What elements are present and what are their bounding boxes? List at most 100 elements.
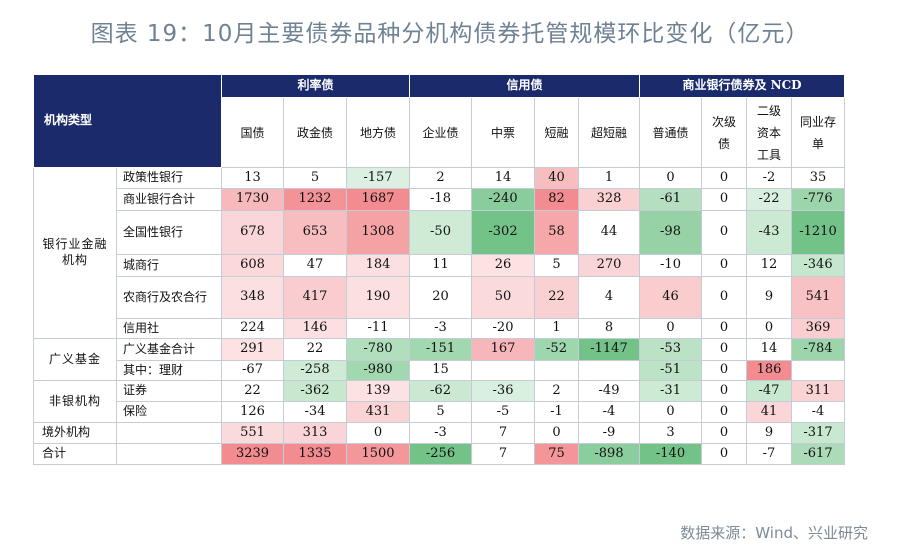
table-cell: -302	[471, 210, 535, 255]
table-cell: 50	[471, 276, 535, 319]
table-row: 商业银行合计 1730 1232 1687 -18 -240 82 328 -61 0 -22 -77…	[34, 188, 845, 211]
table-cell: 47	[283, 254, 347, 277]
table-row: 合计 3239 1335 1500 -256 7 75 -898 -140 0 -7 -617	[33, 443, 845, 465]
table-cell: -3	[409, 318, 472, 339]
table-cell: 328	[578, 188, 640, 211]
table-cell: -980	[346, 360, 410, 381]
table-cell: -317	[791, 422, 845, 444]
table-cell: -53	[639, 338, 702, 361]
table-cell: 1687	[346, 188, 410, 211]
table-cell: 184	[346, 254, 410, 277]
table-cell: 40	[534, 167, 579, 189]
row-label: 农商行及农合行	[116, 276, 222, 319]
table-cell: 0	[639, 318, 702, 339]
table-cell: -34	[283, 401, 347, 423]
table-row: 城商行 608 47 184 11 26 5 270 -10 0 12 -346	[34, 254, 845, 277]
table-cell: -784	[791, 338, 845, 361]
table-cell: 5	[534, 254, 579, 277]
table-cell: 58	[534, 210, 579, 255]
table-cell: -98	[639, 210, 702, 255]
table-cell: -67	[221, 360, 284, 381]
table-cell: -3	[409, 422, 472, 444]
table-cell: 146	[283, 318, 347, 339]
table-cell: -7	[746, 443, 792, 465]
table-cell: 15	[409, 360, 472, 381]
row-label: 政策性银行	[116, 167, 222, 189]
table-cell: 0	[639, 401, 702, 423]
table-cell: -2	[746, 167, 792, 189]
table-cell: -1147	[578, 338, 640, 361]
table-row: 广义基金 广义基金合计 291 22 -780 -151 167 -52 -1147 -53 0 14…	[33, 338, 845, 381]
table-cell: -62	[409, 380, 472, 402]
table-cell: 1232	[283, 188, 347, 211]
row-label	[116, 422, 222, 444]
table-cell: 12	[746, 254, 792, 277]
table-cell: -31	[639, 380, 702, 402]
row-group-label: 银行业金融机构	[33, 167, 117, 339]
column-header: 超短融	[578, 97, 640, 168]
column-header: 政金债	[283, 97, 347, 168]
row-group-label: 合计	[33, 443, 117, 465]
table-cell: 1308	[346, 210, 410, 255]
group-header-rate: 利率债	[221, 74, 410, 98]
table-cell: -18	[409, 188, 472, 211]
table-cell: -362	[283, 380, 347, 402]
table-cell: 20	[409, 276, 472, 319]
table-cell: -258	[283, 360, 347, 381]
table-cell: 186	[746, 360, 792, 381]
table-row: 境外机构 551 313 0 -3 7 0 -9 3 0 9 -317	[33, 422, 845, 444]
row-label: 全国性银行	[116, 210, 222, 255]
table-cell: 44	[578, 210, 640, 255]
table-cell: 139	[346, 380, 410, 402]
table-cell: 0	[701, 443, 747, 465]
column-header-label: 中票	[490, 125, 515, 140]
table-cell: 14	[471, 167, 535, 189]
table-cell: 3	[639, 422, 702, 444]
table-cell: 0	[701, 188, 747, 211]
source-note: 数据来源：Wind、兴业研究	[680, 524, 868, 542]
row-label: 广义基金合计	[116, 338, 222, 361]
row-label: 其中：理财	[116, 360, 222, 381]
column-header: 中票	[471, 97, 535, 168]
group-header-bank: 商业银行债券及 NCD	[639, 74, 845, 98]
column-header: 企业债	[409, 97, 472, 168]
table-cell: 678	[221, 210, 284, 255]
table-cell: -1	[534, 401, 579, 423]
table-cell: 313	[283, 422, 347, 444]
table-row: 银行业金融机构 政策性银行 13 5 -157 2 14 40 1 0 0 -2 35	[33, 167, 845, 339]
table-cell: 75	[534, 443, 579, 465]
table-cell: -10	[639, 254, 702, 277]
table-cell: 46	[639, 276, 702, 319]
column-header: 短融	[534, 97, 579, 168]
table-cell: -47	[746, 380, 792, 402]
table-cell: 653	[283, 210, 347, 255]
table-cell: 0	[701, 380, 747, 402]
custody-change-table: 机构类型 利率债 信用债 商业银行债券及 NCD 国债 政金债 地方债 企业债 中票 短融…	[33, 74, 845, 465]
table-cell: 224	[221, 318, 284, 339]
table-cell: -4	[791, 401, 845, 423]
column-header-label: 企业债	[422, 125, 459, 140]
table-cell: 417	[283, 276, 347, 319]
column-header-label: 同业存单	[799, 114, 836, 151]
table-row: 农商行及农合行 348 417 190 20 50 22 4 46 0 9 541	[34, 276, 845, 319]
table-cell: -1210	[791, 210, 845, 255]
table-cell: 9	[746, 276, 792, 319]
column-header-label: 普通债	[652, 125, 689, 140]
table-cell: 311	[791, 380, 845, 402]
table-cell: -61	[639, 188, 702, 211]
table-cell: 0	[701, 276, 747, 319]
table-cell: 270	[578, 254, 640, 277]
table-cell: 4	[578, 276, 640, 319]
table-cell	[791, 360, 845, 381]
table-cell: 431	[346, 401, 410, 423]
group-header-credit: 信用债	[409, 74, 640, 98]
column-header-label: 国债	[240, 125, 265, 140]
table-cell: -780	[346, 338, 410, 361]
table-cell: 1	[578, 167, 640, 189]
table-row: 全国性银行 678 653 1308 -50 -302 58 44 -98 0 -43 -1210	[34, 210, 845, 255]
table-cell: 11	[409, 254, 472, 277]
table-cell: -11	[346, 318, 410, 339]
row-label	[116, 443, 222, 465]
table-cell: 551	[221, 422, 284, 444]
table-cell: 608	[221, 254, 284, 277]
